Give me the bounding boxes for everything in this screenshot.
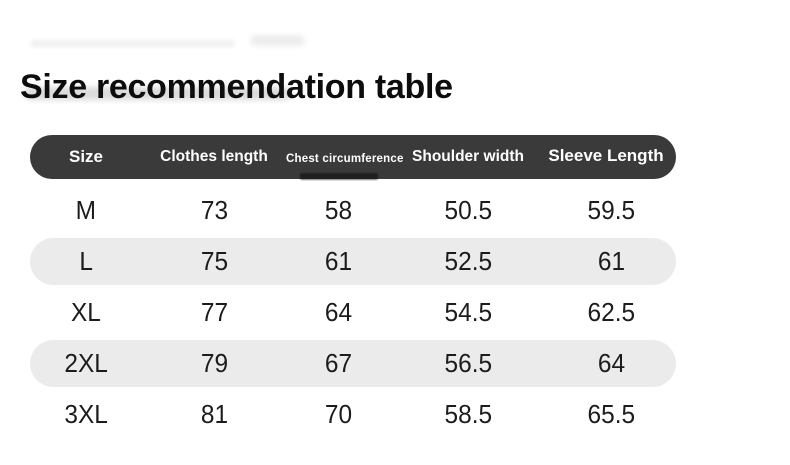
size-cell: 3XL	[64, 399, 108, 429]
clothes-length-cell: 81	[200, 399, 228, 429]
size-cell: M	[75, 195, 97, 225]
chest-cell: 70	[324, 399, 352, 429]
table-row-3xl: 3XL 81 70 58.5 65.5	[30, 391, 676, 438]
shoulder-width-cell: 52.5	[444, 246, 492, 276]
table-row-l: L 75 61 52.5 61	[30, 238, 676, 285]
chest-cell: 61	[324, 246, 352, 276]
sleeve-length-cell: 61	[597, 246, 625, 276]
chest-cell: 64	[324, 297, 352, 327]
header-shadow-artifact	[300, 173, 378, 180]
sleeve-length-cell: 64	[597, 348, 625, 378]
shoulder-width-cell: 54.5	[444, 297, 492, 327]
size-cell: XL	[71, 297, 101, 327]
column-header-clothes-length: Clothes length	[160, 148, 268, 165]
table-row-xl: XL 77 64 54.5 62.5	[30, 289, 676, 336]
clothes-length-cell: 79	[200, 348, 228, 378]
column-header-size: Size	[68, 147, 104, 166]
page-title: Size recommendation table	[20, 67, 453, 106]
size-cell: 2XL	[64, 348, 108, 378]
table-row-m: M 73 58 50.5 59.5	[30, 187, 676, 234]
size-table: Size Clothes length Chest circumference …	[30, 135, 676, 442]
shoulder-width-cell: 50.5	[444, 195, 492, 225]
sleeve-length-cell: 62.5	[587, 297, 635, 327]
table-row-2xl: 2XL 79 67 56.5 64	[30, 340, 676, 387]
size-cell: L	[79, 246, 93, 276]
clothes-length-cell: 73	[200, 195, 228, 225]
shoulder-width-cell: 56.5	[444, 348, 492, 378]
watermark-ghost-top-right	[250, 35, 305, 46]
chest-cell: 58	[324, 195, 352, 225]
column-header-sleeve-length: Sleeve Length	[548, 146, 664, 165]
sleeve-length-cell: 65.5	[587, 399, 635, 429]
sleeve-length-cell: 59.5	[587, 195, 635, 225]
clothes-length-cell: 75	[200, 246, 228, 276]
clothes-length-cell: 77	[200, 297, 228, 327]
watermark-ghost-top	[30, 40, 235, 47]
column-header-shoulder-width: Shoulder width	[412, 148, 524, 165]
table-body: M 73 58 50.5 59.5 L 75 61 52.5 61 XL 77 …	[30, 187, 676, 438]
chest-cell: 67	[324, 348, 352, 378]
column-header-chest-circumference: Chest circumference	[286, 153, 404, 165]
shoulder-width-cell: 58.5	[444, 399, 492, 429]
table-header-row: Size Clothes length Chest circumference …	[30, 135, 676, 180]
